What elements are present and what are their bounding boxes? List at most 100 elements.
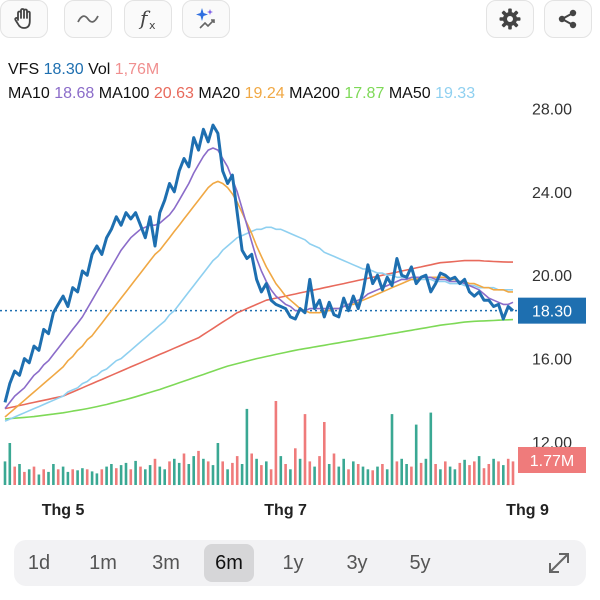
volume-bar bbox=[221, 461, 224, 485]
period-1y[interactable]: 1y bbox=[282, 551, 304, 574]
volume-bar bbox=[115, 468, 118, 485]
gear-icon[interactable] bbox=[486, 0, 534, 38]
period-5y[interactable]: 5y bbox=[409, 551, 431, 574]
volume-bar bbox=[429, 412, 433, 485]
volume-bar bbox=[410, 466, 413, 485]
y-tick-label: 24.00 bbox=[532, 185, 572, 202]
volume-bar bbox=[32, 466, 36, 485]
fx-glyph: f x bbox=[138, 6, 156, 32]
volume-bar bbox=[453, 469, 457, 485]
function-icon[interactable]: f x bbox=[124, 0, 172, 38]
volume-bar bbox=[235, 456, 239, 485]
spark-glyph bbox=[196, 8, 215, 29]
share-glyph bbox=[558, 9, 577, 29]
volume-bar bbox=[313, 466, 316, 485]
hand-glyph bbox=[14, 8, 31, 29]
volume-bar bbox=[308, 461, 312, 485]
volume-bar bbox=[303, 414, 307, 485]
volume-bar bbox=[100, 469, 104, 485]
draw-hand-icon[interactable] bbox=[0, 0, 48, 38]
volume-bar bbox=[182, 453, 186, 485]
wave-glyph bbox=[77, 15, 99, 23]
volume-bar bbox=[202, 458, 205, 486]
legend-ma-value: 19.24 bbox=[244, 85, 285, 102]
volume-bar bbox=[366, 469, 370, 485]
volume-bar bbox=[85, 469, 89, 485]
gear-glyph bbox=[499, 8, 521, 30]
volume-bar bbox=[279, 456, 283, 485]
ai-spark-icon[interactable] bbox=[182, 0, 230, 38]
volume-bar bbox=[332, 453, 336, 485]
volume-bar bbox=[206, 461, 210, 485]
volume-bar bbox=[187, 464, 191, 485]
volume-bar bbox=[385, 469, 389, 485]
volume-bar bbox=[376, 466, 379, 485]
volume-bar bbox=[294, 448, 297, 485]
line-tool-icon[interactable] bbox=[64, 0, 112, 38]
volume-bar bbox=[400, 458, 403, 486]
volume-bar bbox=[148, 465, 152, 485]
legend-price-row: VFS 18.30 Vol 1,76M bbox=[8, 58, 475, 82]
share-icon[interactable] bbox=[544, 0, 592, 38]
volume-value: 1,76M bbox=[114, 61, 160, 78]
x-tick-label: Thg 7 bbox=[264, 502, 307, 519]
x-tick-label: Thg 5 bbox=[42, 502, 85, 519]
volume-bar bbox=[284, 464, 287, 485]
period-1m[interactable]: 1m bbox=[89, 551, 117, 574]
volume-bar bbox=[448, 466, 452, 485]
volume-bar bbox=[71, 469, 74, 485]
volume-bar bbox=[129, 469, 133, 485]
volume-bar bbox=[42, 469, 45, 485]
volume-bar bbox=[192, 456, 195, 485]
volume-bar bbox=[381, 464, 384, 485]
volume-bar bbox=[168, 461, 171, 485]
volume-bar bbox=[473, 461, 476, 485]
volume-bar bbox=[226, 469, 229, 485]
volume-bar bbox=[463, 459, 466, 485]
expand-icon[interactable] bbox=[544, 548, 574, 578]
volume-bar bbox=[27, 469, 31, 485]
volume-bar bbox=[76, 470, 79, 485]
volume-badge bbox=[518, 447, 586, 473]
period-1d[interactable]: 1d bbox=[27, 551, 51, 574]
volume-bar bbox=[434, 464, 437, 485]
y-tick-label: 16.00 bbox=[532, 352, 572, 369]
volume-bar bbox=[342, 458, 345, 486]
period-6m[interactable]: 6m bbox=[204, 544, 254, 582]
volume-bar bbox=[265, 461, 268, 485]
series-line-ma100 bbox=[4, 259, 513, 410]
legend-ma-label: MA50 bbox=[388, 85, 431, 102]
y-tick-label: 20.00 bbox=[532, 268, 572, 285]
volume-bar bbox=[318, 456, 321, 485]
volume-bar bbox=[482, 468, 486, 485]
volume-bar bbox=[492, 458, 495, 486]
volume-bar bbox=[477, 456, 481, 485]
volume-bar bbox=[289, 469, 292, 485]
volume-bar bbox=[153, 458, 157, 486]
volume-bar bbox=[352, 461, 355, 485]
volume-bar bbox=[511, 461, 515, 485]
volume-bar bbox=[497, 461, 500, 485]
legend-ma-value: 18.68 bbox=[54, 85, 95, 102]
volume-bar bbox=[250, 453, 253, 485]
svg-text:x: x bbox=[149, 19, 156, 32]
volume-bar bbox=[419, 462, 423, 485]
volume-bar bbox=[414, 424, 418, 485]
volume-bar bbox=[424, 458, 428, 486]
volume-bar bbox=[18, 464, 21, 485]
volume-bar bbox=[323, 422, 326, 485]
price-value: 18.30 bbox=[43, 61, 84, 78]
x-tick-label: Thg 9 bbox=[506, 502, 549, 519]
volume-bar bbox=[56, 469, 60, 485]
legend-ma-label: MA10 bbox=[8, 85, 50, 102]
chart-legend: VFS 18.30 Vol 1,76M MA10 18.68 MA100 20.… bbox=[8, 58, 475, 106]
period-3m[interactable]: 3m bbox=[152, 551, 180, 574]
volume-bar bbox=[274, 401, 278, 485]
volume-bar bbox=[298, 458, 302, 486]
period-3y[interactable]: 3y bbox=[346, 551, 368, 574]
volume-bar bbox=[371, 470, 374, 485]
volume-bar bbox=[105, 466, 108, 485]
volume-bar bbox=[240, 464, 244, 485]
legend-ma-value: 20.63 bbox=[153, 85, 194, 102]
